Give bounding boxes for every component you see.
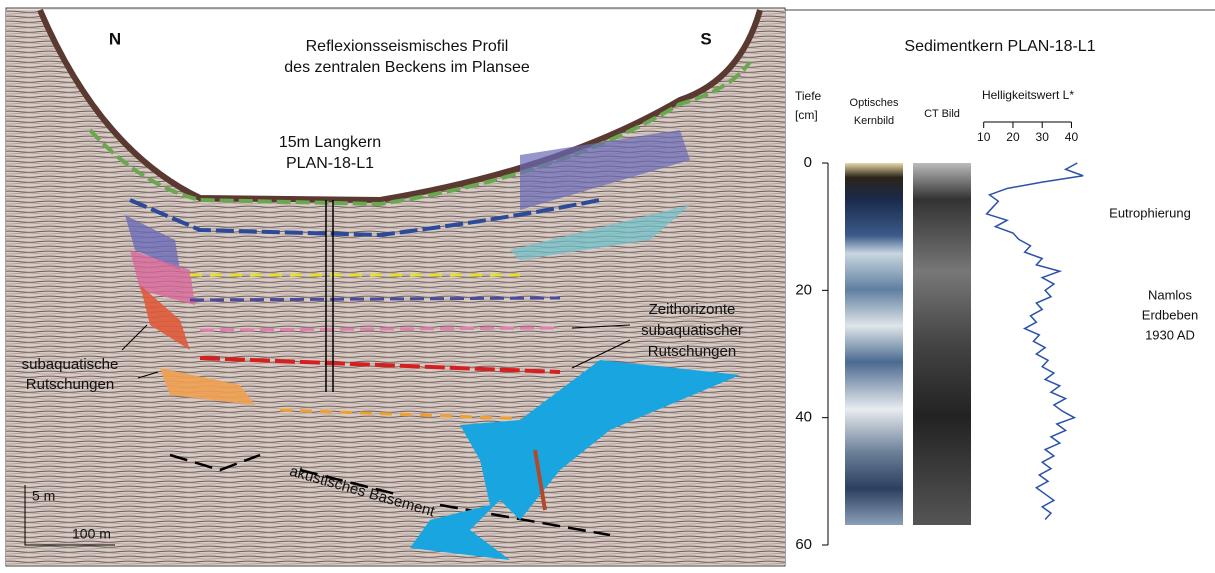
core-label: PLAN-18-L1 bbox=[286, 155, 374, 172]
scale-label: 5 m bbox=[32, 488, 55, 504]
core-label: 15m Langkern bbox=[279, 134, 381, 151]
axis-label: Tiefe bbox=[795, 89, 822, 103]
core-image bbox=[845, 163, 903, 525]
ct-image bbox=[913, 163, 971, 525]
image-label: Optisches bbox=[850, 97, 899, 109]
axis-label: [cm] bbox=[795, 108, 818, 122]
chart-title: Sedimentkern PLAN-18-L1 bbox=[904, 38, 1095, 55]
y-tick-label: 20 bbox=[795, 281, 812, 298]
image-label: Kernbild bbox=[854, 115, 894, 127]
annotation: Zeithorizonte bbox=[649, 301, 736, 318]
x-tick-label: 40 bbox=[1065, 130, 1079, 144]
annotation: Rutschungen bbox=[648, 343, 736, 360]
axis-label: Helligkeitswert L* bbox=[982, 88, 1074, 102]
x-tick-label: 20 bbox=[1006, 130, 1020, 144]
profile-title: Reflexionsseismisches Profil bbox=[306, 38, 509, 55]
x-tick-label: 30 bbox=[1036, 130, 1050, 144]
image-label: CT Bild bbox=[924, 108, 960, 120]
y-tick-label: 40 bbox=[795, 409, 812, 426]
annotation: Eutrophierung bbox=[1109, 205, 1191, 220]
label-south: S bbox=[700, 29, 711, 48]
y-tick-label: 0 bbox=[804, 154, 812, 171]
annotation: Namlos bbox=[1148, 287, 1193, 302]
annotation: 1930 AD bbox=[1145, 327, 1195, 342]
annotation: subaquatische bbox=[22, 356, 119, 373]
y-tick-label: 60 bbox=[795, 536, 812, 553]
label-north: N bbox=[109, 29, 121, 48]
annotation: subaquatischer bbox=[641, 322, 743, 339]
data-line bbox=[987, 163, 1084, 520]
x-tick-label: 10 bbox=[977, 130, 991, 144]
figure: N S Reflexionsseismisches Profil des zen… bbox=[0, 0, 1215, 573]
profile-title: des zentralen Beckens im Plansee bbox=[284, 59, 530, 76]
annotation: Rutschungen bbox=[26, 376, 114, 393]
annotation: Erdbeben bbox=[1142, 307, 1198, 322]
scale-label: 100 m bbox=[72, 526, 111, 542]
